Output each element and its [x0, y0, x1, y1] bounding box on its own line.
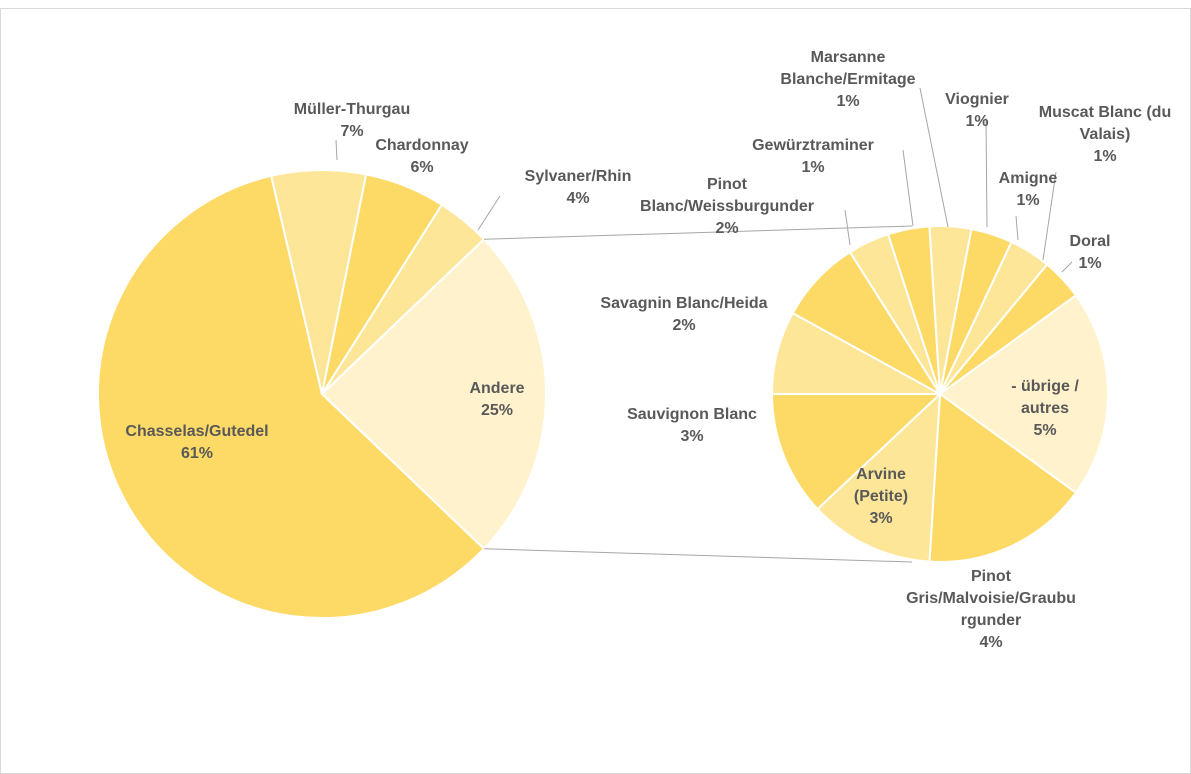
data-label: Chardonnay 6% — [367, 135, 477, 179]
category-name: - übrige / autres — [1011, 378, 1079, 417]
data-label: Muscat Blanc (du Valais) 1% — [1035, 102, 1175, 168]
value-label: 1% — [836, 93, 860, 110]
leader-line — [335, 139, 338, 161]
pie-slice — [770, 393, 943, 511]
category-name: Gewürztraminer — [752, 137, 874, 154]
value-label: 7% — [340, 123, 364, 140]
value-label: 1% — [965, 113, 989, 130]
connector-line — [483, 225, 913, 240]
category-name: Andere — [469, 380, 525, 397]
category-name: Müller-Thurgau — [293, 101, 411, 118]
value-label: 5% — [1033, 422, 1057, 439]
category-name: Savagnin Blanc/Heida — [600, 295, 768, 312]
category-name: Muscat Blanc (du Valais) — [1038, 104, 1172, 143]
value-label: 2% — [715, 220, 739, 237]
value-label: 6% — [410, 159, 434, 176]
data-label: Arvine (Petite) 3% — [836, 464, 926, 530]
data-label: Viognier 1% — [932, 89, 1022, 133]
category-name: Sauvignon Blanc — [627, 406, 757, 423]
data-label: Marsanne Blanche/Ermitage 1% — [778, 47, 918, 113]
pie-slice — [938, 293, 1109, 495]
value-label: 3% — [680, 428, 704, 445]
category-name: Amigne — [998, 170, 1058, 187]
category-name: Chasselas/Gutedel — [125, 423, 269, 440]
pie-slice — [97, 174, 486, 619]
data-label: Chasselas/Gutedel 61% — [87, 421, 307, 465]
value-label: 1% — [1078, 255, 1102, 272]
data-label: - übrige / autres 5% — [1000, 376, 1090, 442]
value-label: 25% — [480, 402, 514, 419]
value-label: 4% — [979, 634, 1003, 651]
data-label: Sylvaner/Rhin 4% — [518, 166, 638, 210]
category-name: Pinot Blanc/Weissburgunder — [640, 176, 814, 215]
data-label: Müller-Thurgau 7% — [277, 99, 427, 143]
data-label: Pinot Blanc/Weissburgunder 2% — [632, 174, 822, 240]
category-name: Pinot Gris/Malvoisie/Grauburgunder — [906, 568, 1076, 629]
leader-line — [1061, 261, 1073, 273]
pie-slice — [939, 263, 1078, 395]
category-name: Doral — [1069, 233, 1111, 250]
data-label: Sauvignon Blanc 3% — [607, 404, 777, 448]
leader-line — [1015, 215, 1019, 241]
leader-line — [919, 87, 949, 228]
category-name: Viognier — [945, 91, 1009, 108]
value-label: 1% — [801, 159, 825, 176]
data-label: Doral 1% — [1060, 231, 1120, 275]
value-label: 3% — [869, 510, 893, 527]
value-label: 4% — [566, 190, 590, 207]
category-name: Sylvaner/Rhin — [524, 168, 632, 185]
pie-slice — [320, 237, 547, 551]
category-name: Arvine (Petite) — [853, 466, 909, 505]
connector-line — [483, 548, 913, 563]
value-label: 61% — [180, 445, 214, 462]
leader-line — [985, 117, 988, 228]
data-label: Gewürztraminer 1% — [738, 135, 888, 179]
category-name: Chardonnay — [375, 137, 469, 154]
value-label: 1% — [1093, 148, 1117, 165]
category-name: Marsanne Blanche/Ermitage — [780, 49, 916, 88]
data-label: Pinot Gris/Malvoisie/Grauburgunder 4% — [906, 566, 1076, 654]
data-label: Savagnin Blanc/Heida 2% — [569, 293, 799, 337]
leader-line — [844, 209, 851, 246]
leader-line — [902, 149, 914, 227]
leader-line — [477, 195, 501, 231]
data-label: Andere 25% — [457, 378, 537, 422]
leader-line — [1042, 171, 1057, 261]
data-label: Amigne 1% — [988, 168, 1068, 212]
pie-slice — [816, 391, 942, 563]
value-label: 1% — [1016, 192, 1040, 209]
pie-slice — [928, 392, 1078, 563]
value-label: 2% — [672, 317, 696, 334]
